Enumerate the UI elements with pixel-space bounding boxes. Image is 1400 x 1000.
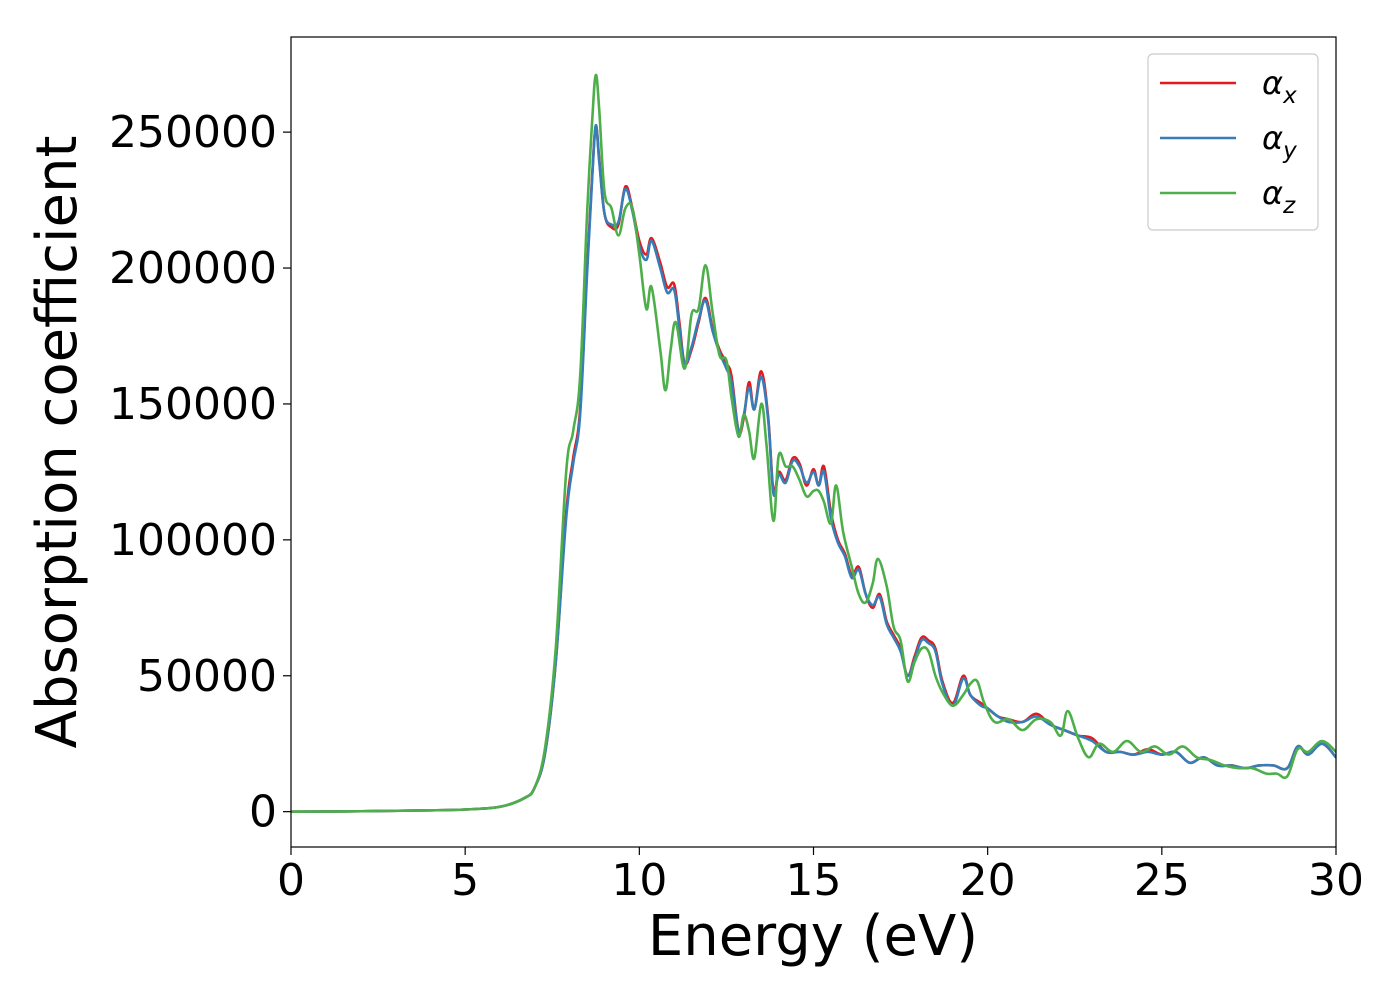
y-tick-label: 250000	[109, 107, 277, 158]
series-line-z	[291, 73, 1336, 813]
x-tick-label: 10	[611, 855, 667, 906]
x-tick-label: 5	[451, 855, 479, 906]
legend-label-z: αz	[1262, 174, 1296, 219]
y-tick-label: 50000	[137, 651, 277, 702]
series-layer	[291, 73, 1336, 813]
legend-label-y: αy	[1262, 119, 1297, 164]
y-tick-label: 100000	[109, 515, 277, 566]
x-tick-label: 30	[1308, 855, 1364, 906]
x-tick-label: 20	[960, 855, 1016, 906]
x-axis-label: Energy (eV)	[648, 904, 978, 969]
legend-label-subscript: x	[1282, 83, 1297, 109]
y-tick-label: 200000	[109, 243, 277, 294]
legend-label-x: αx	[1262, 64, 1297, 109]
x-tick-label: 25	[1134, 855, 1190, 906]
x-tick-label: 0	[277, 855, 305, 906]
y-axis: 0 50000 100000 150000 200000 250000	[109, 107, 291, 838]
y-tick-label: 150000	[109, 379, 277, 430]
legend-label-subscript: y	[1282, 138, 1297, 164]
legend-label-base: α	[1262, 64, 1283, 102]
legend-label-base: α	[1262, 119, 1283, 157]
x-axis: 0 5 10 15 20 25 30	[277, 847, 1364, 906]
y-tick-label: 0	[249, 787, 277, 838]
legend-label-subscript: z	[1282, 193, 1296, 219]
legend-box	[1147, 53, 1319, 231]
legend-label-base: α	[1262, 174, 1283, 212]
y-axis-label: Absorption coefficient	[25, 136, 90, 749]
x-tick-label: 15	[786, 855, 842, 906]
